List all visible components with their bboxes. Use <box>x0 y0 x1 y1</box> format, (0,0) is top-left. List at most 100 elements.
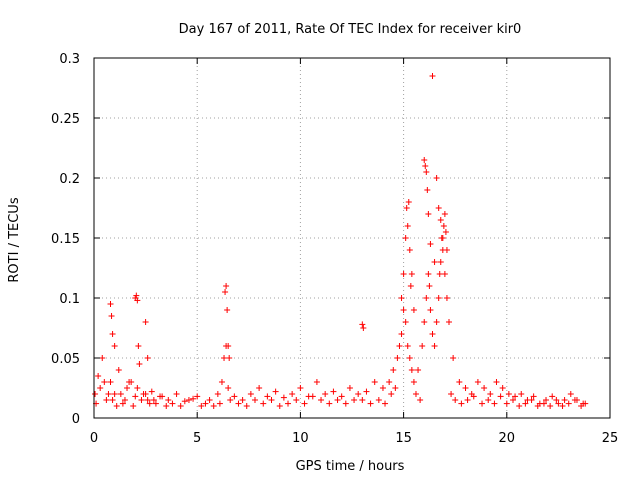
data-point <box>571 397 578 403</box>
data-point <box>181 398 188 405</box>
data-point <box>126 379 133 385</box>
data-point <box>487 391 494 397</box>
data-point <box>326 400 333 407</box>
data-point <box>136 361 143 367</box>
data-point <box>485 397 492 403</box>
data-point <box>144 397 151 403</box>
data-point <box>452 397 459 403</box>
data-point <box>225 343 232 349</box>
data-point <box>435 295 442 301</box>
data-point <box>388 391 395 397</box>
data-point <box>379 385 386 391</box>
y-tick-label: 0 <box>72 412 80 427</box>
data-point <box>227 397 234 403</box>
data-point <box>405 199 412 205</box>
data-point <box>578 403 585 409</box>
data-point <box>419 343 426 349</box>
y-tick-label: 0.15 <box>51 232 80 247</box>
data-point <box>437 217 444 223</box>
data-point <box>92 391 99 397</box>
data-point <box>499 385 506 391</box>
data-point <box>410 307 417 313</box>
data-point <box>202 400 209 407</box>
data-point <box>400 307 407 313</box>
data-point <box>276 403 283 409</box>
data-point <box>392 385 399 391</box>
data-point <box>424 187 431 193</box>
data-point <box>446 319 453 325</box>
y-tick-label: 0.3 <box>59 52 80 67</box>
data-point <box>394 355 401 361</box>
data-point <box>359 321 366 328</box>
data-point <box>406 355 413 361</box>
x-tick-label: 20 <box>499 431 516 446</box>
data-point <box>148 388 155 395</box>
data-point <box>101 379 108 385</box>
data-point <box>505 391 512 397</box>
data-point <box>534 403 541 409</box>
data-point <box>442 229 449 235</box>
data-point <box>437 259 444 265</box>
data-point <box>338 393 345 400</box>
data-point <box>402 235 409 241</box>
x-tick-label: 15 <box>395 431 412 446</box>
data-point <box>481 385 488 391</box>
data-point <box>342 400 349 407</box>
data-point <box>185 397 192 403</box>
data-point <box>173 391 180 397</box>
data-point <box>528 397 535 403</box>
data-point <box>97 385 104 391</box>
data-point <box>431 343 438 349</box>
data-point <box>440 223 447 229</box>
data-point <box>479 400 486 407</box>
data-point <box>124 385 131 391</box>
data-point <box>108 313 115 319</box>
data-point <box>194 393 201 400</box>
data-point <box>251 397 258 403</box>
data-point <box>355 391 362 397</box>
data-point <box>264 393 271 400</box>
data-point <box>390 367 397 373</box>
data-point <box>105 391 112 397</box>
data-point <box>433 175 440 181</box>
data-point <box>313 379 320 385</box>
data-point <box>239 397 246 403</box>
data-point <box>503 400 510 407</box>
axis-ticks: 0 5 10 15 20 25 0 0.05 0.1 0.15 0.2 0.25 0.3 <box>51 52 618 446</box>
data-point <box>443 295 450 301</box>
data-point <box>540 400 547 407</box>
data-point <box>375 397 382 403</box>
data-point <box>146 400 153 407</box>
data-point <box>429 331 436 337</box>
data-point <box>346 385 353 391</box>
data-point <box>410 379 417 385</box>
data-point <box>436 271 443 277</box>
data-point <box>427 307 434 313</box>
data-point <box>382 400 389 407</box>
data-point <box>408 271 415 277</box>
data-point <box>427 241 434 247</box>
data-point <box>522 400 529 407</box>
data-point <box>272 388 279 395</box>
data-point <box>450 355 457 361</box>
data-point <box>301 400 308 407</box>
data-point <box>163 403 170 409</box>
data-point <box>134 297 141 304</box>
y-tick-label: 0.2 <box>59 172 80 187</box>
data-point <box>543 397 550 403</box>
data-point <box>516 403 523 409</box>
data-point <box>134 385 141 391</box>
data-point <box>243 403 250 409</box>
data-point <box>111 343 118 349</box>
data-point <box>433 319 440 325</box>
data-point <box>396 343 403 349</box>
data-point <box>334 397 341 403</box>
data-point <box>423 295 430 301</box>
data-point <box>547 403 554 409</box>
data-point <box>493 379 500 385</box>
plot-frame <box>93 57 611 419</box>
data-point <box>408 367 415 373</box>
x-tick-label: 5 <box>193 431 201 446</box>
data-point <box>198 403 205 409</box>
